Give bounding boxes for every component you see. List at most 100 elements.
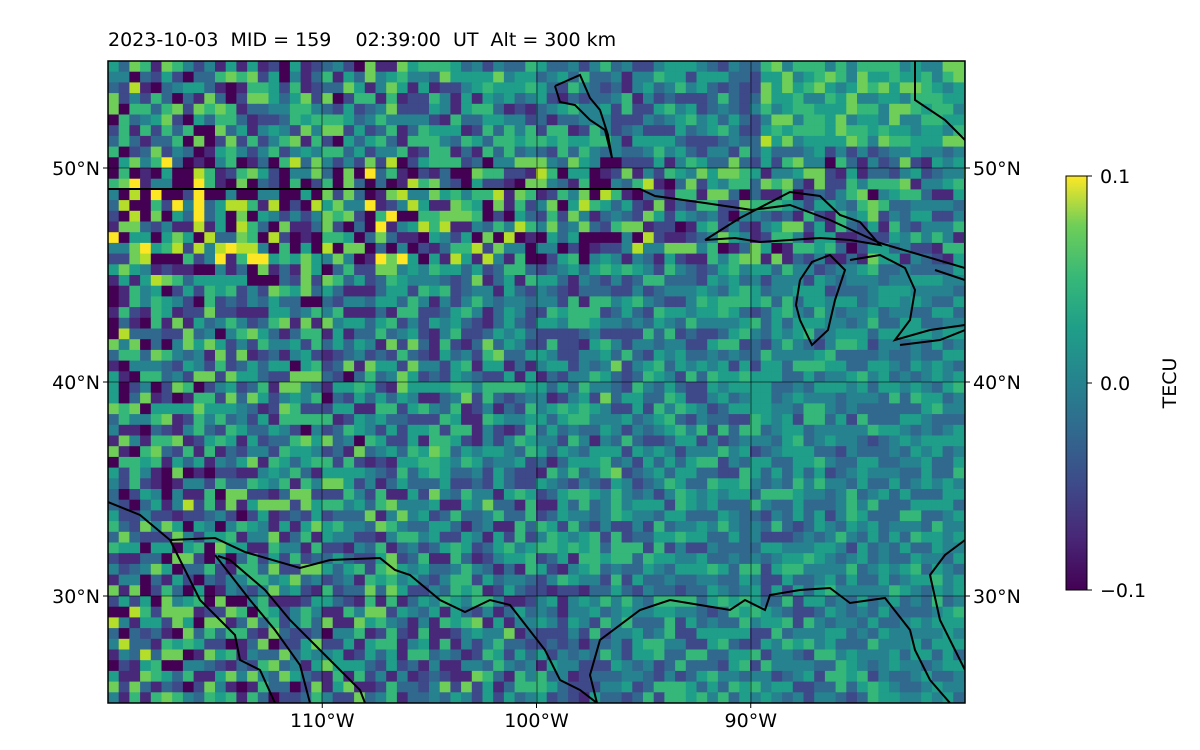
tec-cell [546, 82, 558, 94]
tec-cell [771, 542, 783, 554]
tec-cell [728, 628, 740, 640]
tec-cell [172, 606, 184, 618]
tec-cell [910, 681, 922, 693]
tec-cell [632, 296, 644, 308]
tec-cell [760, 456, 772, 469]
tec-cell [664, 103, 676, 116]
tec-cell [653, 317, 665, 330]
tec-cell [771, 264, 783, 276]
tec-cell [172, 328, 184, 340]
tec-cell [493, 210, 505, 223]
tec-cell [878, 478, 890, 490]
tec-cell [247, 71, 259, 83]
tec-cell [418, 499, 430, 511]
tec-cell [568, 499, 580, 511]
tec-cell [942, 435, 954, 447]
tec-cell [332, 606, 344, 618]
tec-cell [418, 93, 430, 105]
tec-cell [364, 478, 377, 490]
tec-cell [792, 135, 805, 148]
tec-cell [161, 542, 173, 554]
tec-cell [739, 628, 751, 640]
tec-cell [236, 125, 248, 137]
tec-cell [482, 221, 494, 233]
tec-cell [514, 264, 526, 276]
tec-cell [279, 339, 291, 351]
tec-cell [471, 521, 484, 533]
tec-cell [707, 542, 719, 554]
tec-cell [354, 360, 366, 372]
tec-cell [364, 692, 377, 703]
tec-cell [760, 403, 772, 415]
tec-cell [707, 649, 719, 661]
tec-cell [236, 328, 248, 340]
tec-cell [889, 649, 901, 661]
tec-cell [739, 531, 751, 544]
tec-cell [910, 542, 922, 554]
tec-cell [461, 563, 473, 576]
tec-cell [814, 628, 826, 640]
tec-cell [846, 210, 858, 223]
tec-cell [557, 349, 569, 362]
tec-cell [193, 61, 205, 73]
tec-cell [750, 403, 762, 415]
tec-cell [204, 574, 216, 586]
tec-cell [300, 435, 312, 447]
tec-cell [493, 61, 505, 73]
tec-cell [332, 628, 344, 640]
tec-cell [354, 638, 366, 651]
tec-cell [792, 157, 805, 169]
tec-cell [536, 574, 548, 586]
tec-cell [803, 510, 815, 522]
tec-cell [279, 692, 291, 703]
tec-cell [889, 317, 901, 330]
tec-cell [354, 467, 366, 479]
tec-cell [118, 478, 130, 490]
tec-cell [129, 542, 141, 554]
tec-cell [503, 446, 516, 458]
tec-cell [610, 189, 623, 201]
tec-cell [953, 531, 965, 544]
tec-cell [878, 414, 890, 426]
tec-cell [236, 93, 248, 105]
tec-cell [739, 103, 751, 116]
tec-cell [375, 628, 387, 640]
tec-cell [461, 489, 473, 501]
tec-cell [225, 103, 237, 116]
tec-cell [525, 499, 537, 511]
tec-cell [760, 628, 772, 640]
tec-cell [653, 681, 665, 693]
tec-cell [610, 296, 623, 308]
tec-cell [643, 681, 655, 693]
tec-cell [675, 617, 687, 629]
tec-cell [354, 189, 366, 201]
tec-cell [332, 328, 344, 340]
tec-cell [311, 200, 323, 212]
tec-cell [643, 414, 655, 426]
tec-cell [942, 253, 954, 265]
tec-cell [396, 307, 409, 319]
tec-cell [653, 349, 665, 362]
tec-cell [257, 253, 270, 265]
tec-cell [610, 307, 623, 319]
tec-cell [889, 103, 901, 116]
tec-cell [429, 285, 441, 297]
tec-cell [311, 114, 323, 126]
tec-cell [899, 232, 912, 244]
tec-cell [931, 360, 944, 372]
tec-cell [653, 157, 665, 169]
tec-cell [546, 232, 558, 244]
tec-cell [771, 606, 783, 618]
tec-cell [429, 146, 441, 158]
tec-cell [204, 467, 216, 479]
tec-cell [675, 189, 687, 201]
tec-cell [525, 574, 537, 586]
tec-cell [899, 82, 912, 94]
tec-cell [568, 510, 580, 522]
tec-cell [910, 61, 922, 73]
tec-cell [610, 692, 623, 703]
tec-cell [931, 82, 944, 94]
tec-cell [728, 189, 740, 201]
tec-cell [257, 446, 270, 458]
tec-cell [396, 478, 409, 490]
